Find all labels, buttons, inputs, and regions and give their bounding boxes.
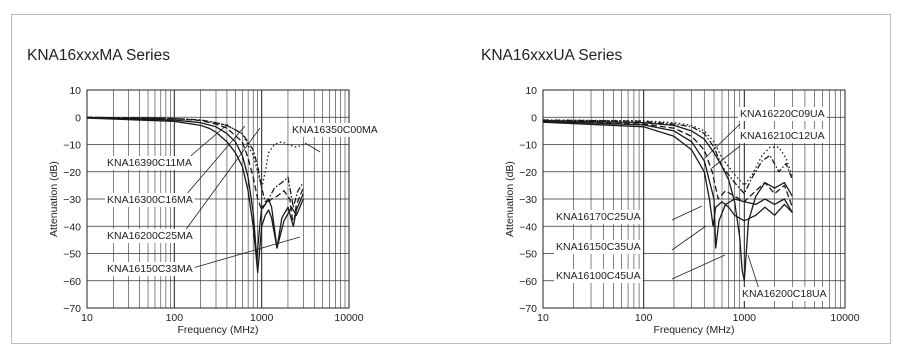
annotation-label: KNA16150C35UA <box>556 241 641 253</box>
series-line <box>543 119 794 195</box>
annotation-bg <box>105 193 195 207</box>
annotation-label: KNA16350C00MA <box>292 124 378 136</box>
y-tick-label: 10 <box>525 85 537 97</box>
annotation-label: KNA16210C12UA <box>740 130 825 142</box>
annotation-label: KNA16150C33MA <box>107 263 193 275</box>
series-line <box>87 117 304 260</box>
annotation-bg <box>105 229 195 243</box>
y-tick-label: −30 <box>63 194 81 206</box>
annotation-label: KNA16200C18UA <box>742 288 827 300</box>
annotation-bg <box>738 129 827 143</box>
x-axis-label: Frequency (MHz) <box>177 324 258 336</box>
annotation-label: KNA16220C09UA <box>740 108 825 120</box>
y-tick-label: 0 <box>75 112 81 124</box>
y-tick-label: −40 <box>63 221 81 233</box>
series-line <box>87 116 304 208</box>
annotation-leader <box>178 236 301 273</box>
annotation-leader <box>178 127 261 240</box>
y-tick-label: −10 <box>63 140 81 152</box>
annotation-bg <box>554 240 643 254</box>
annotation-bg <box>554 210 643 224</box>
chart-title: KNA16xxxMA Series <box>27 47 170 64</box>
annotation-label: KNA16100C45UA <box>556 270 641 282</box>
y-tick-label: −60 <box>63 276 81 288</box>
x-tick-label: 1000 <box>250 312 274 324</box>
x-tick-label: 10000 <box>334 312 363 324</box>
series-line <box>87 116 304 189</box>
y-tick-label: −20 <box>519 167 537 179</box>
annotation-bg <box>554 269 643 283</box>
y-tick-label: −50 <box>519 249 537 261</box>
annotation-leader <box>704 123 741 159</box>
annotation-bg <box>738 107 827 121</box>
series-line <box>543 119 794 187</box>
annotation-leader <box>671 225 707 251</box>
chart-title: KNA16xxxUA Series <box>481 47 623 64</box>
x-tick-label: 10 <box>81 312 93 324</box>
series-line <box>87 116 304 227</box>
x-tick-label: 1000 <box>733 312 757 324</box>
annotation-label: KNA16170C25UA <box>556 211 641 223</box>
y-tick-label: −20 <box>63 167 81 179</box>
annotation-bg <box>105 156 195 170</box>
annotation-leader <box>178 125 246 204</box>
series-line <box>543 120 793 249</box>
annotation-bg <box>290 123 380 137</box>
annotation-label: KNA16300C16MA <box>107 194 193 206</box>
annotation-leader <box>711 145 741 169</box>
y-tick-label: −50 <box>63 249 81 261</box>
x-axis-label: Frequency (MHz) <box>653 324 734 336</box>
annotation-leader <box>671 254 726 280</box>
x-tick-label: 100 <box>635 312 653 324</box>
y-tick-label: −70 <box>519 303 537 315</box>
plot-border <box>86 89 350 309</box>
annotation-leader <box>304 142 321 153</box>
series-line <box>543 121 793 227</box>
y-tick-label: −30 <box>519 194 537 206</box>
y-axis-label: Attenuation (dB) <box>504 161 516 237</box>
annotation-label: KNA16200C25MA <box>107 230 193 242</box>
y-tick-label: −10 <box>519 140 537 152</box>
y-tick-label: −70 <box>63 303 81 315</box>
x-tick-label: 10000 <box>830 312 859 324</box>
y-tick-label: 10 <box>69 85 81 97</box>
annotation-leader <box>747 254 761 293</box>
series-line <box>543 120 794 208</box>
annotation-label: KNA16390C11MA <box>107 157 192 169</box>
annotation-bg <box>105 262 195 276</box>
y-axis-label: Attenuation (dB) <box>48 161 60 237</box>
series-line <box>87 117 304 274</box>
y-tick-label: 0 <box>531 112 537 124</box>
plot-border <box>542 89 846 309</box>
annotation-bg <box>740 287 829 301</box>
y-tick-label: −60 <box>519 276 537 288</box>
x-tick-label: 10 <box>537 312 549 324</box>
x-tick-label: 100 <box>166 312 184 324</box>
figure-frame <box>11 14 891 344</box>
annotation-leader <box>671 205 703 221</box>
y-tick-label: −40 <box>519 221 537 233</box>
